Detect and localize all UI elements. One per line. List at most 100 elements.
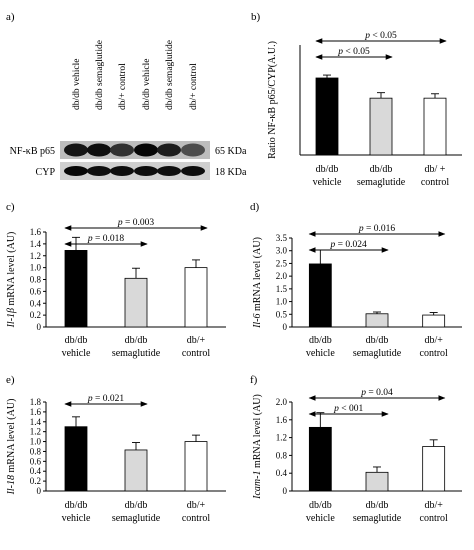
bar [124, 277, 148, 328]
bar [365, 471, 389, 492]
category-label: db/db [366, 335, 389, 346]
category-label: db/db [125, 500, 148, 511]
y-axis-label: Icam-1 mRNA level (AU) [252, 394, 263, 500]
category-label: semaglutide [357, 177, 406, 188]
y-tick-label: 0.8 [276, 450, 288, 460]
lane-label: db/db vehicle [72, 59, 82, 110]
chart-panel-f: f) 0 0.4 0.8 1.2 1.6 2.0 db/db vehicle db/db semag… [250, 374, 462, 524]
p-value-text: < 0.05 [343, 47, 370, 57]
y-tick-label: 3.5 [276, 233, 288, 243]
p-value-label: p = 0.003 [117, 218, 154, 228]
y-axis-label-rest: mRNA level (AU) [252, 394, 263, 470]
p-value-text: = 0.016 [364, 224, 396, 234]
bar [315, 77, 339, 156]
p-symbol: p [364, 31, 370, 41]
y-tick-label: 2.5 [276, 258, 288, 268]
y-tick-label: 0.4 [30, 466, 42, 476]
p-value-label: p = 0.016 [358, 224, 395, 234]
y-tick-label: 3.0 [276, 246, 288, 256]
category-label: semaglutide [112, 348, 161, 359]
chart-panel-b: b) Ratio NF-κB p65/CYP(A.U.) db/db vehicle d… [251, 11, 462, 188]
p-value-text: = 0.04 [366, 388, 393, 398]
y-tick-label: 0.4 [30, 298, 42, 308]
y-tick-label: 0.4 [276, 468, 288, 478]
blot-band [157, 166, 181, 176]
lane-label: db/db semaglutide [95, 40, 105, 110]
bar [422, 314, 446, 328]
y-tick-label: 0.6 [30, 456, 42, 466]
panel-label: f) [250, 374, 258, 386]
category-label: control [420, 348, 449, 359]
p-value-label: p = 0.04 [360, 388, 393, 398]
bar [184, 441, 208, 492]
blot-protein-label: NF-κB p65 [10, 146, 55, 157]
category-label: db/db [65, 335, 88, 346]
blot-strip-nfkb [60, 141, 210, 159]
y-tick-label: 1.4 [30, 239, 42, 249]
category-label: vehicle [313, 177, 342, 188]
lane-label: db/db vehicle [142, 59, 152, 110]
p-value-label: p = 0.021 [87, 394, 124, 404]
blot-band [64, 166, 88, 176]
y-tick-label: 0.8 [30, 275, 42, 285]
category-label: vehicle [62, 348, 91, 359]
chart-panel-c: c) 0 0.2 0.4 0.60.8 1.0 1.2 1.4 1.6 db/db vehicle d… [6, 201, 226, 359]
y-tick-label: 0.8 [30, 446, 42, 456]
y-axis-label: Il-6 mRNA level (AU) [252, 237, 263, 329]
bar [124, 449, 148, 492]
panel-label: d) [250, 201, 260, 213]
p-value-text: < 0.05 [370, 31, 397, 41]
chart-panel-e: e) 00.20.40.60.81.01.21.41.61.8 db/db vehic… [6, 374, 226, 524]
y-axis-label: Il-18 mRNA level (AU) [6, 399, 17, 496]
p-symbol: p [330, 240, 336, 250]
y-tick-label: 1.0 [30, 263, 42, 273]
blot-size-label: 18 KDa [215, 167, 247, 178]
p-symbol: p [117, 218, 123, 228]
bar [423, 97, 447, 156]
y-tick-label: 0 [283, 486, 288, 496]
y-tick-label: 1.6 [30, 407, 42, 417]
p-value-label: p = 0.024 [330, 240, 367, 250]
lane-label: db/db semaglutide [165, 40, 175, 110]
p-symbol: p [87, 234, 93, 244]
p-symbol: p [333, 404, 339, 414]
y-tick-label: 1.6 [276, 415, 288, 425]
y-axis-label-rest: mRNA level (AU) [252, 237, 263, 313]
bar [184, 267, 208, 328]
category-label: vehicle [306, 513, 335, 524]
p-value-text: = 0.018 [93, 234, 125, 244]
category-label: semaglutide [353, 513, 402, 524]
p-symbol: p [87, 394, 93, 404]
y-tick-label: 0.6 [30, 286, 42, 296]
p-value-text: < 001 [339, 404, 364, 414]
category-label: db/db [370, 164, 393, 175]
y-axis-label: Ratio NF-κB p65/CYP(A.U.) [267, 41, 278, 159]
y-tick-label: 0.5 [276, 309, 288, 319]
y-axis-label-italic: Icam-1 [252, 471, 263, 500]
category-label: db/db [65, 500, 88, 511]
lane-label: db/+ control [189, 63, 199, 110]
blot-band [181, 166, 205, 176]
panel-label-a: a) [6, 11, 15, 23]
category-label: control [182, 348, 211, 359]
bar [64, 426, 88, 492]
blot-size-label: 65 KDa [215, 146, 247, 157]
p-symbol: p [360, 388, 366, 398]
y-tick-label: 0 [283, 322, 288, 332]
p-symbol: p [337, 47, 343, 57]
y-tick-label: 0.2 [30, 476, 41, 486]
blot-band [87, 143, 111, 157]
blot-band [134, 143, 158, 157]
y-axis-label-italic: Il-18 [6, 475, 17, 495]
category-label: db/db [309, 500, 332, 511]
y-tick-label: 2.0 [276, 397, 288, 407]
y-axis-label-rest: mRNA level (AU) [6, 232, 17, 308]
category-label: db/db [316, 164, 339, 175]
y-tick-label: 1.2 [30, 427, 41, 437]
category-label: db/+ [187, 500, 206, 511]
p-value-label: p = 0.018 [87, 234, 124, 244]
panel-label: c) [6, 201, 15, 213]
category-label: semaglutide [112, 513, 161, 524]
p-value-text: = 0.021 [93, 394, 125, 404]
